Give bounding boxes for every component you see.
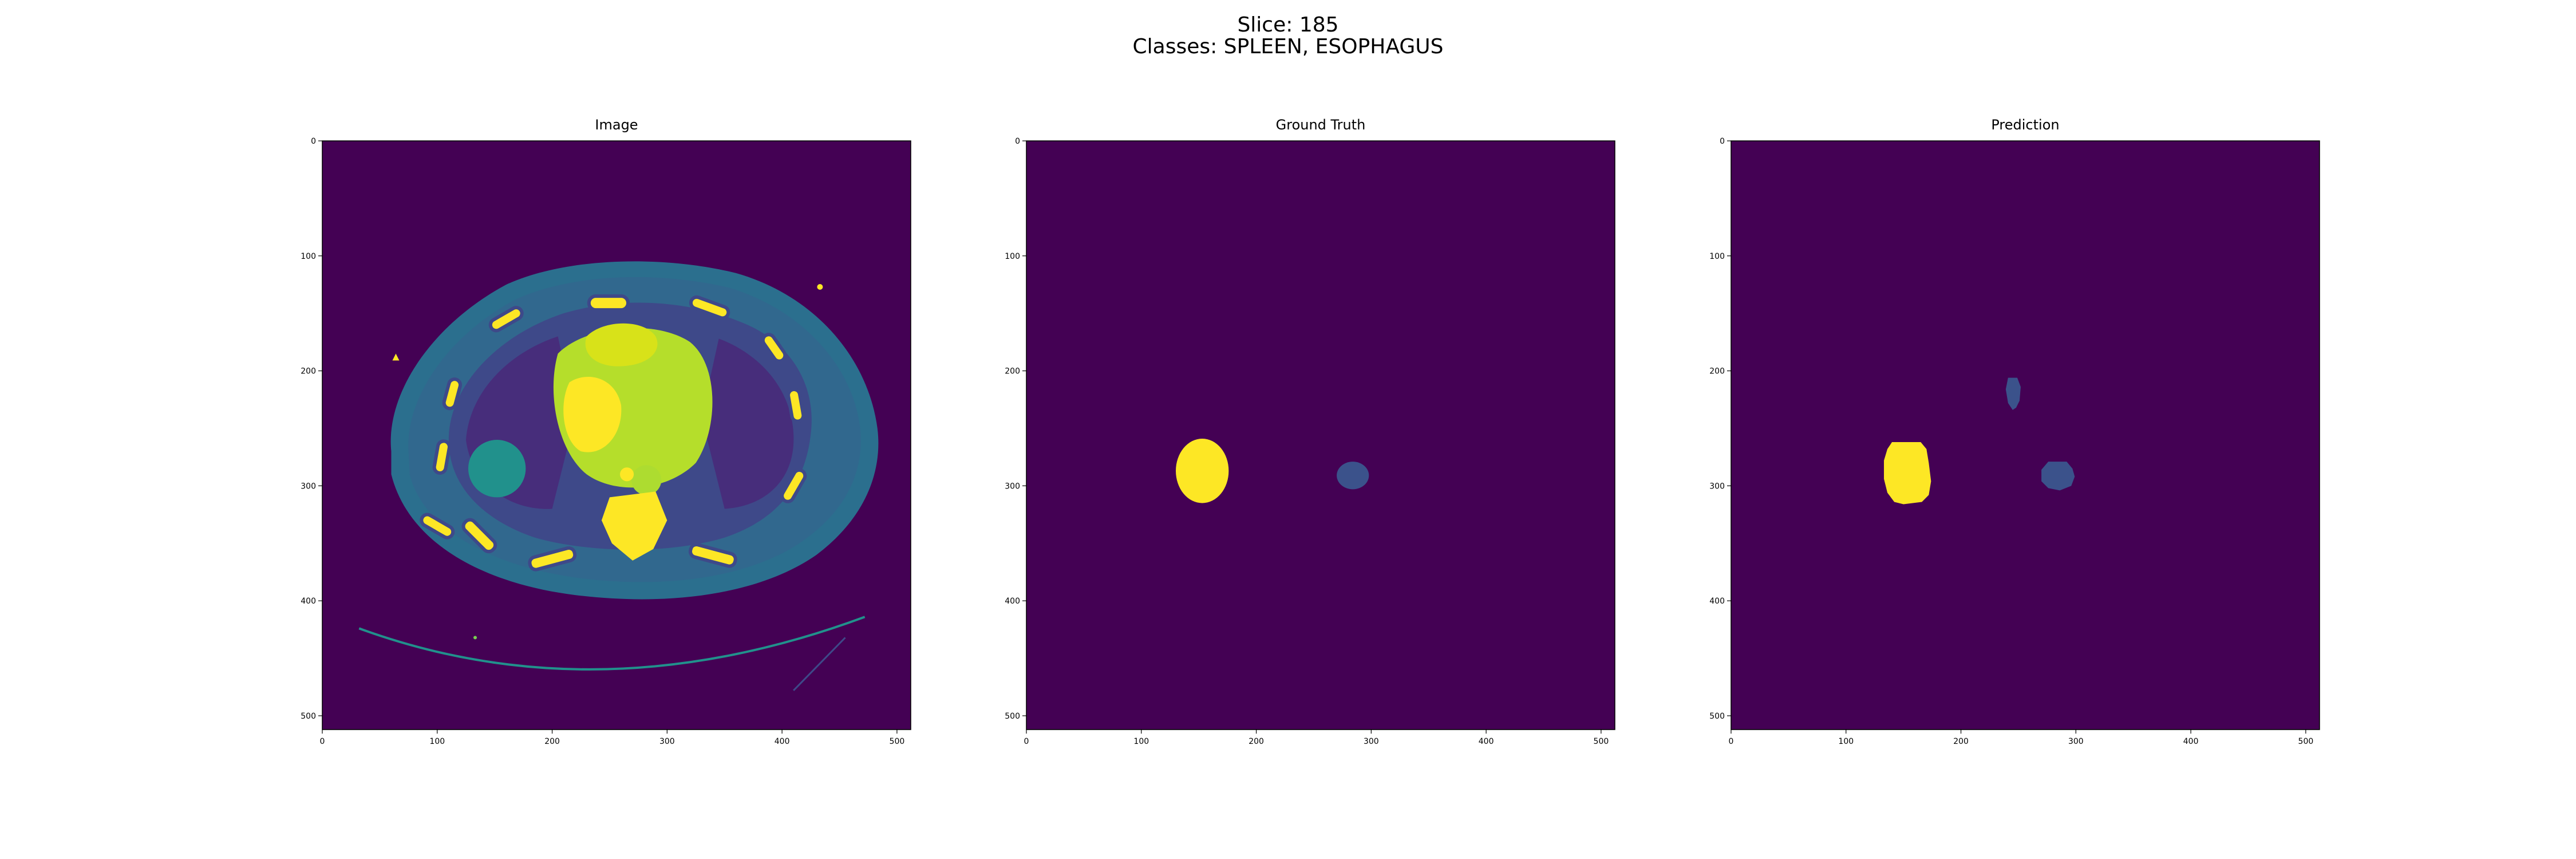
x-tick-label: 400 <box>1479 737 1494 746</box>
x-tick-label: 0 <box>1729 737 1734 746</box>
axes-frame <box>322 140 911 730</box>
y-tick-label: 200 <box>301 367 316 376</box>
y-tick-label: 0 <box>311 137 316 146</box>
y-tick-label: 100 <box>301 252 316 261</box>
figure-title-line2: Classes: SPLEEN, ESOPHAGUS <box>1132 35 1444 58</box>
y-tick-label: 0 <box>1720 137 1725 146</box>
pred-esophagus-region <box>2041 462 2075 491</box>
pred-spleen-region <box>1884 442 1931 505</box>
x-tick-label: 200 <box>1249 737 1264 746</box>
x-tick-label: 300 <box>659 737 675 746</box>
x-tick-label: 500 <box>890 737 905 746</box>
x-tick-label: 500 <box>1594 737 1609 746</box>
x-tick-label: 0 <box>1024 737 1029 746</box>
y-tick-label: 300 <box>1005 482 1020 491</box>
x-tick-label: 400 <box>775 737 790 746</box>
figure-title-line1: Slice: 185 <box>1237 13 1339 37</box>
ground-truth-panel: Ground Truth 0 100 200 300 400 500 0 100 200 300 4… <box>1005 117 1615 746</box>
y-tick-label: 300 <box>301 482 316 491</box>
prediction-panel-title: Prediction <box>1991 117 2060 133</box>
y-tick-label: 100 <box>1709 252 1725 261</box>
x-tick-label: 300 <box>2068 737 2084 746</box>
prediction-mask <box>1731 141 2320 730</box>
image-axes: 0 100 200 300 400 500 0 100 200 300 400 500 <box>301 137 911 746</box>
y-tick-label: 400 <box>1005 597 1020 606</box>
prediction-axes: 0 100 200 300 400 500 0 100 200 300 400 500 <box>1709 137 2320 746</box>
x-tick-label: 300 <box>1364 737 1379 746</box>
x-tick-label: 0 <box>320 737 325 746</box>
y-tick-label: 400 <box>301 597 316 606</box>
x-tick-label: 200 <box>544 737 560 746</box>
axes-frame <box>1026 140 1615 730</box>
y-tick-label: 300 <box>1709 482 1725 491</box>
y-tick-label: 200 <box>1005 367 1020 376</box>
gt-esophagus-region <box>1337 462 1369 490</box>
ground-truth-mask <box>1026 141 1615 730</box>
pred-extra-region <box>2005 377 2021 410</box>
x-tick-label: 100 <box>1133 737 1149 746</box>
x-tick-label: 100 <box>1838 737 1854 746</box>
y-tick-label: 100 <box>1005 252 1020 261</box>
image-panel-title: Image <box>595 117 638 133</box>
axes-frame <box>1730 140 2320 730</box>
x-tick-label: 500 <box>2298 737 2314 746</box>
y-tick-label: 500 <box>1709 712 1725 721</box>
x-tick-label: 100 <box>429 737 445 746</box>
x-tick-label: 200 <box>1953 737 1969 746</box>
ground-truth-panel-title: Ground Truth <box>1275 117 1366 133</box>
x-tick-label: 400 <box>2183 737 2199 746</box>
y-tick-label: 0 <box>1015 137 1020 146</box>
y-tick-label: 400 <box>1709 597 1725 606</box>
gt-spleen-region <box>1176 439 1229 503</box>
y-tick-label: 500 <box>301 712 316 721</box>
prediction-panel: Prediction 0 100 200 300 400 500 0 100 200 300 400… <box>1709 117 2320 746</box>
y-tick-label: 500 <box>1005 712 1020 721</box>
y-tick-label: 200 <box>1709 367 1725 376</box>
ct-image <box>322 141 911 730</box>
image-panel: Image <box>301 117 911 746</box>
ground-truth-axes: 0 100 200 300 400 500 0 100 200 300 400 500 <box>1005 137 1615 746</box>
